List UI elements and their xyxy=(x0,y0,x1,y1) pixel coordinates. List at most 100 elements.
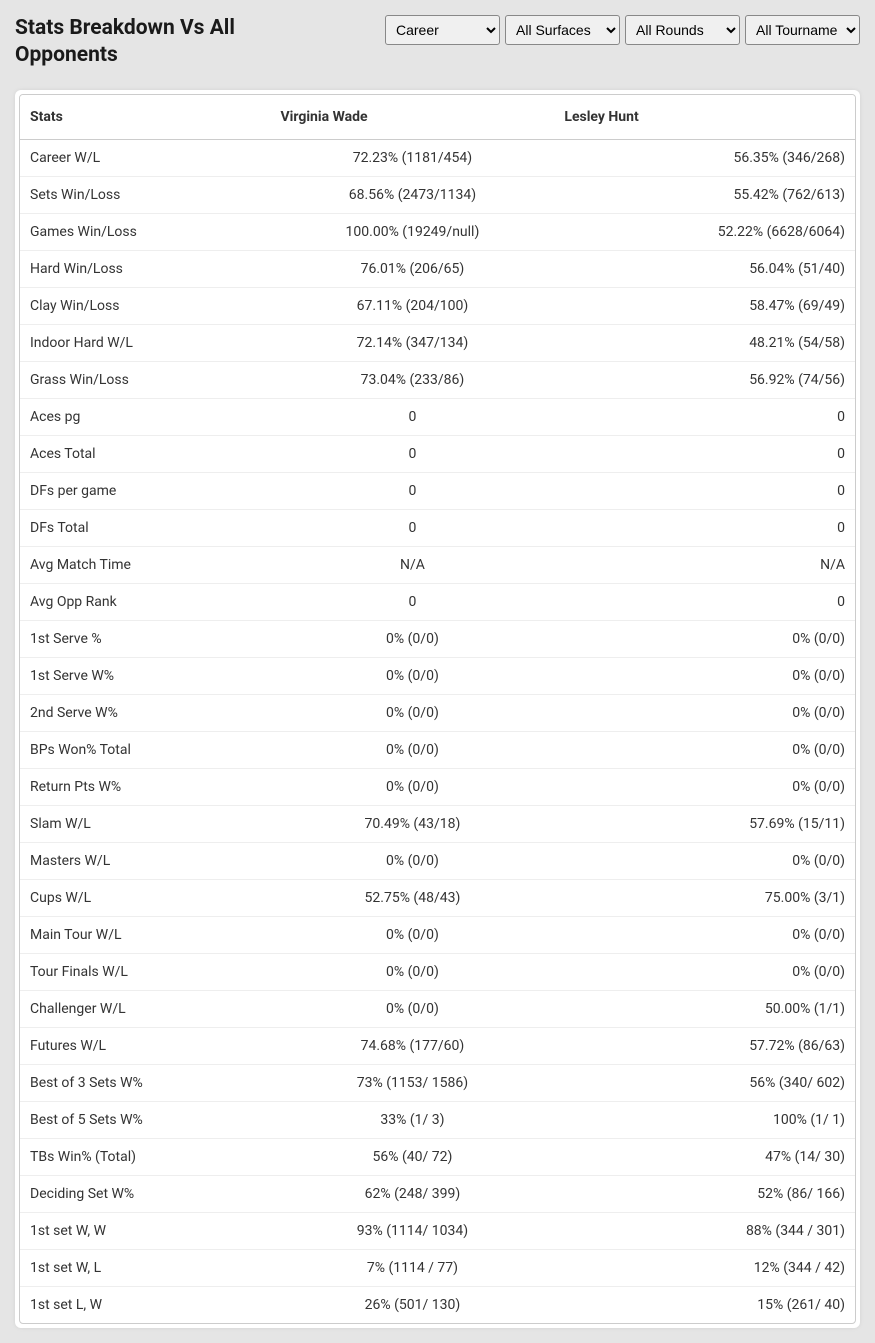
table-row: Futures W/L74.68% (177/60)57.72% (86/63) xyxy=(20,1027,855,1064)
stat-value-cell: 0 xyxy=(271,509,555,546)
table-row: DFs per game00 xyxy=(20,472,855,509)
stat-value-cell: 0% (0/0) xyxy=(554,620,855,657)
stat-label-cell: Slam W/L xyxy=(20,805,271,842)
stat-value-cell: 56.35% (346/268) xyxy=(554,139,855,176)
period-select[interactable]: Career xyxy=(385,15,500,45)
stat-value-cell: 56.04% (51/40) xyxy=(554,250,855,287)
table-row: Best of 5 Sets W%33% (1/ 3)100% (1/ 1) xyxy=(20,1101,855,1138)
stat-value-cell: 0 xyxy=(554,583,855,620)
stat-value-cell: 93% (1114/ 1034) xyxy=(271,1212,555,1249)
stat-value-cell: 12% (344 / 42) xyxy=(554,1249,855,1286)
stat-value-cell: 0% (0/0) xyxy=(271,768,555,805)
stat-label-cell: DFs per game xyxy=(20,472,271,509)
stat-value-cell: 0% (0/0) xyxy=(271,953,555,990)
stat-value-cell: 74.68% (177/60) xyxy=(271,1027,555,1064)
table-row: 1st set W, L7% (1114 / 77)12% (344 / 42) xyxy=(20,1249,855,1286)
stat-value-cell: 0 xyxy=(271,398,555,435)
stat-label-cell: 2nd Serve W% xyxy=(20,694,271,731)
stat-label-cell: Tour Finals W/L xyxy=(20,953,271,990)
stat-label-cell: Return Pts W% xyxy=(20,768,271,805)
header-row: Stats Breakdown Vs All Opponents Career … xyxy=(15,15,860,70)
table-row: Slam W/L70.49% (43/18)57.69% (15/11) xyxy=(20,805,855,842)
stat-label-cell: Deciding Set W% xyxy=(20,1175,271,1212)
stats-table-wrap: Stats Virginia Wade Lesley Hunt Career W… xyxy=(15,90,860,1328)
table-row: Aces pg00 xyxy=(20,398,855,435)
stat-label-cell: Clay Win/Loss xyxy=(20,287,271,324)
stat-value-cell: 0% (0/0) xyxy=(554,657,855,694)
table-row: Sets Win/Loss68.56% (2473/1134)55.42% (7… xyxy=(20,176,855,213)
stat-value-cell: 33% (1/ 3) xyxy=(271,1101,555,1138)
stat-value-cell: 0 xyxy=(271,583,555,620)
stat-label-cell: Best of 3 Sets W% xyxy=(20,1064,271,1101)
tournament-select[interactable]: All Tournaments xyxy=(745,15,860,45)
stat-value-cell: 7% (1114 / 77) xyxy=(271,1249,555,1286)
stat-value-cell: 67.11% (204/100) xyxy=(271,287,555,324)
stat-label-cell: Games Win/Loss xyxy=(20,213,271,250)
surface-select[interactable]: All Surfaces xyxy=(505,15,620,45)
stat-value-cell: 0 xyxy=(271,435,555,472)
stat-value-cell: 0% (0/0) xyxy=(271,731,555,768)
stat-value-cell: 0% (0/0) xyxy=(554,953,855,990)
stat-value-cell: 0% (0/0) xyxy=(271,916,555,953)
stat-value-cell: N/A xyxy=(554,546,855,583)
stat-label-cell: 1st Serve % xyxy=(20,620,271,657)
stat-value-cell: 52.22% (6628/6064) xyxy=(554,213,855,250)
stat-value-cell: 52.75% (48/43) xyxy=(271,879,555,916)
stat-value-cell: 50.00% (1/1) xyxy=(554,990,855,1027)
stat-label-cell: Grass Win/Loss xyxy=(20,361,271,398)
col-player1: Virginia Wade xyxy=(271,95,555,140)
stat-label-cell: Aces Total xyxy=(20,435,271,472)
stat-value-cell: 0 xyxy=(554,472,855,509)
stat-value-cell: 72.14% (347/134) xyxy=(271,324,555,361)
stat-value-cell: 100% (1/ 1) xyxy=(554,1101,855,1138)
table-row: Best of 3 Sets W%73% (1153/ 1586)56% (34… xyxy=(20,1064,855,1101)
stat-value-cell: 0% (0/0) xyxy=(554,694,855,731)
stat-value-cell: 56.92% (74/56) xyxy=(554,361,855,398)
table-row: Challenger W/L0% (0/0)50.00% (1/1) xyxy=(20,990,855,1027)
stat-value-cell: 76.01% (206/65) xyxy=(271,250,555,287)
stat-value-cell: 73% (1153/ 1586) xyxy=(271,1064,555,1101)
stat-label-cell: Avg Opp Rank xyxy=(20,583,271,620)
stat-label-cell: Aces pg xyxy=(20,398,271,435)
stat-value-cell: 0% (0/0) xyxy=(271,657,555,694)
stat-label-cell: Indoor Hard W/L xyxy=(20,324,271,361)
table-row: TBs Win% (Total)56% (40/ 72)47% (14/ 30) xyxy=(20,1138,855,1175)
table-row: 1st set L, W26% (501/ 130)15% (261/ 40) xyxy=(20,1286,855,1323)
table-row: 1st set W, W93% (1114/ 1034)88% (344 / 3… xyxy=(20,1212,855,1249)
stat-label-cell: Career W/L xyxy=(20,139,271,176)
table-row: Aces Total00 xyxy=(20,435,855,472)
stat-value-cell: 0% (0/0) xyxy=(554,731,855,768)
table-row: Masters W/L0% (0/0)0% (0/0) xyxy=(20,842,855,879)
stat-label-cell: 1st set W, W xyxy=(20,1212,271,1249)
stat-value-cell: 52% (86/ 166) xyxy=(554,1175,855,1212)
table-row: Return Pts W%0% (0/0)0% (0/0) xyxy=(20,768,855,805)
stat-value-cell: 55.42% (762/613) xyxy=(554,176,855,213)
stat-label-cell: TBs Win% (Total) xyxy=(20,1138,271,1175)
stat-label-cell: Futures W/L xyxy=(20,1027,271,1064)
stat-label-cell: Hard Win/Loss xyxy=(20,250,271,287)
stat-value-cell: 72.23% (1181/454) xyxy=(271,139,555,176)
stat-value-cell: N/A xyxy=(271,546,555,583)
stat-value-cell: 58.47% (69/49) xyxy=(554,287,855,324)
table-row: Hard Win/Loss76.01% (206/65)56.04% (51/4… xyxy=(20,250,855,287)
table-row: Avg Opp Rank00 xyxy=(20,583,855,620)
table-row: Main Tour W/L0% (0/0)0% (0/0) xyxy=(20,916,855,953)
stat-label-cell: Best of 5 Sets W% xyxy=(20,1101,271,1138)
stat-value-cell: 100.00% (19249/null) xyxy=(271,213,555,250)
stat-value-cell: 0% (0/0) xyxy=(271,842,555,879)
stat-label-cell: Main Tour W/L xyxy=(20,916,271,953)
stat-label-cell: 1st Serve W% xyxy=(20,657,271,694)
table-row: Career W/L72.23% (1181/454)56.35% (346/2… xyxy=(20,139,855,176)
rounds-select[interactable]: All Rounds xyxy=(625,15,740,45)
stat-value-cell: 0% (0/0) xyxy=(271,620,555,657)
table-row: Avg Match TimeN/AN/A xyxy=(20,546,855,583)
stat-value-cell: 15% (261/ 40) xyxy=(554,1286,855,1323)
stat-value-cell: 57.69% (15/11) xyxy=(554,805,855,842)
col-player2: Lesley Hunt xyxy=(554,95,855,140)
stat-label-cell: DFs Total xyxy=(20,509,271,546)
stat-value-cell: 47% (14/ 30) xyxy=(554,1138,855,1175)
table-row: BPs Won% Total0% (0/0)0% (0/0) xyxy=(20,731,855,768)
stat-value-cell: 0% (0/0) xyxy=(554,768,855,805)
table-row: Indoor Hard W/L72.14% (347/134)48.21% (5… xyxy=(20,324,855,361)
stat-label-cell: Challenger W/L xyxy=(20,990,271,1027)
